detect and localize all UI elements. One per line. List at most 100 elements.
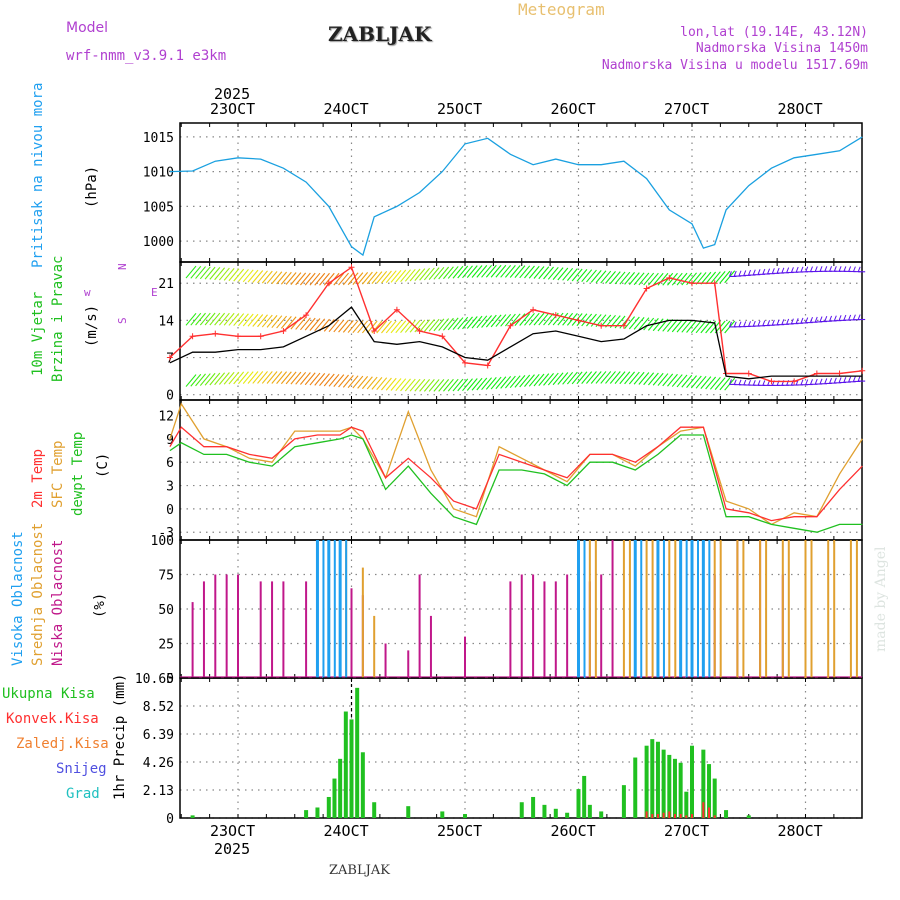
precip-bar-conv: [656, 814, 659, 818]
ytick-2--3: -3: [158, 526, 174, 541]
precip-bar-total: [315, 807, 320, 818]
gust-marker: [416, 328, 423, 334]
day-label-bottom-28OCT: 28OCT: [777, 822, 823, 840]
cloud-bar-srednja: [833, 540, 836, 678]
cloud-bar-niska: [464, 636, 466, 678]
cloud-bar-visoka: [315, 540, 319, 678]
cloud-bar-visoka: [345, 540, 348, 678]
gust-marker: [791, 378, 798, 385]
model-elevation-text: Nadmorska Visina u modelu 1517.69m: [601, 58, 868, 73]
precip-bar-total: [190, 815, 195, 818]
cloud-bar-niska: [225, 574, 228, 678]
wind-speed-line: [169, 306, 863, 380]
gust-marker: [530, 306, 537, 313]
ytick-4-4.26: 4.26: [143, 756, 174, 771]
cloud-bar-srednja: [713, 540, 716, 678]
precip-bar-conv: [708, 807, 711, 818]
ytick-1-0: 0: [166, 389, 174, 404]
gust-marker: [859, 367, 866, 374]
gust-marker: [666, 274, 673, 281]
gust-marker: [598, 322, 605, 329]
cloud-bar-niska: [305, 581, 308, 678]
cloud-bar-visoka: [327, 540, 331, 678]
precip-bar-total: [621, 785, 626, 818]
ytick-4-8.52: 8.52: [143, 700, 174, 715]
precip-bar-conv: [662, 812, 665, 818]
precip-bar-total: [587, 804, 592, 818]
precip-bar-total: [349, 719, 354, 818]
ytick-3-0: 0: [166, 672, 174, 687]
cloud-bar-srednja: [588, 540, 591, 678]
legend-conv: Konvek.Kisa: [6, 711, 99, 727]
ytick-1-21: 21: [158, 277, 174, 292]
lonlat-text: lon,lat (19.14E, 43.12N): [680, 25, 868, 40]
cloud-bar-srednja: [787, 540, 790, 678]
cloud-bar-visoka: [583, 540, 586, 678]
ytick-0-1000: 1000: [143, 235, 174, 250]
day-label-bottom-24OCT: 24OCT: [323, 822, 369, 840]
footer-station: ZABLJAK: [329, 863, 390, 878]
cloud-bar-visoka: [640, 540, 643, 678]
precip-bar-conv: [702, 802, 705, 818]
gust-marker: [711, 280, 718, 287]
day-label-top-26OCT: 26OCT: [550, 100, 596, 118]
cloud-bar-srednja: [765, 540, 768, 678]
panel-frame-4: [179, 677, 863, 819]
cloud-bar-niska: [429, 615, 432, 678]
gust-marker: [745, 370, 752, 377]
precip-bar-total: [576, 789, 581, 818]
cloud-bar-srednja: [361, 567, 364, 678]
gust-marker: [348, 264, 355, 271]
gust-marker: [462, 359, 468, 366]
cloud-bar-srednja: [827, 540, 830, 678]
gust-marker: [393, 306, 400, 313]
cloud-bar-srednja: [736, 540, 739, 678]
precip-bar-total: [707, 764, 712, 818]
precip-bar-total: [542, 804, 547, 818]
gust-marker: [552, 312, 559, 319]
cloud-bar-srednja: [628, 540, 631, 678]
pressure-line: [169, 136, 863, 257]
temp2m-line: [169, 426, 863, 522]
precip-bar-total: [678, 762, 683, 818]
day-label-top-27OCT: 27OCT: [664, 100, 710, 118]
legend-hail: Grad: [66, 786, 100, 802]
precip-bar-total: [701, 749, 706, 818]
legend-total: Ukupna Kisa: [2, 686, 95, 702]
precip-bar-conv: [673, 814, 676, 818]
cloud-bar-niska: [543, 581, 546, 678]
cloud-bar-niska: [271, 581, 274, 678]
ytick-2-3: 3: [166, 480, 174, 495]
precip-bar-total: [655, 741, 660, 818]
cloud-bar-srednja: [674, 540, 677, 678]
precip-bar-conv: [691, 814, 693, 818]
gust-marker: [439, 333, 446, 340]
cloud-bar-niska: [237, 574, 239, 678]
cloud-bar-srednja: [742, 540, 745, 678]
cloud-bar-visoka: [701, 540, 705, 678]
precip-bar-total: [440, 811, 445, 818]
cloud-bar-visoka: [679, 540, 683, 678]
ytick-4-2.13: 2.13: [143, 784, 174, 799]
precip-bar-total: [644, 745, 649, 818]
gust-marker: [768, 378, 775, 385]
day-label-top-24OCT: 24OCT: [323, 100, 369, 118]
ytick-2-0: 0: [166, 503, 174, 518]
cloud-bar-niska: [214, 574, 217, 678]
cloud-bar-niska: [191, 602, 194, 678]
gust-marker: [166, 354, 173, 361]
cloud-bar-visoka: [338, 540, 342, 678]
gust-marker: [484, 362, 491, 369]
precip-bar-total: [667, 754, 672, 818]
gust-line: [169, 266, 863, 383]
wind-barbs: [185, 264, 866, 392]
gust-marker: [643, 285, 650, 292]
precip-bar-conv: [685, 815, 688, 818]
cloud-bar-visoka: [708, 540, 711, 678]
ytick-3-75: 75: [158, 569, 174, 584]
gust-marker: [575, 317, 582, 324]
day-label-top-25OCT: 25OCT: [437, 100, 483, 118]
ytick-4-10.65: 10.65: [135, 672, 174, 687]
precip-bar-total: [746, 815, 751, 818]
